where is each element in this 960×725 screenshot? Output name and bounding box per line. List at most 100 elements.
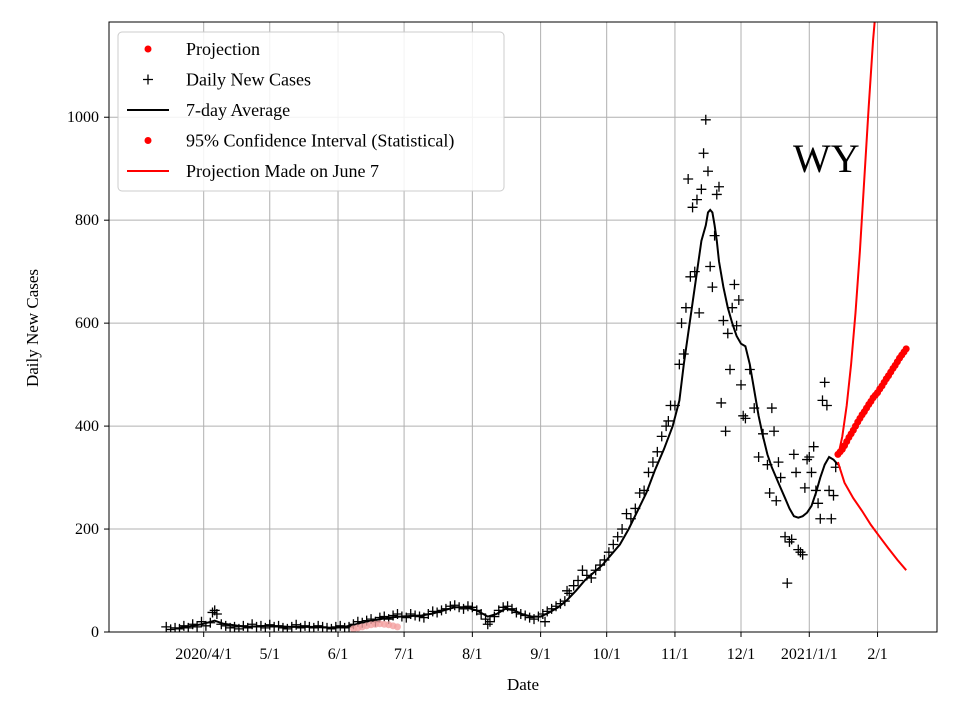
legend-item-projection: Projection — [144, 39, 260, 59]
legend-label: Daily New Cases — [186, 70, 311, 90]
legend-label: 95% Confidence Interval (Statistical) — [186, 131, 454, 152]
case-point — [643, 467, 654, 478]
case-point — [617, 524, 628, 535]
line-7-day-average — [179, 208, 839, 629]
case-point — [828, 490, 839, 501]
case-point — [335, 620, 346, 631]
y-tick-label: 400 — [75, 418, 99, 435]
y-axis-label: Daily New Cases — [23, 269, 42, 387]
x-tick-label: 2020/4/1 — [175, 646, 232, 663]
case-point — [729, 279, 740, 290]
legend-label: 7-day Average — [186, 100, 290, 120]
case-point — [716, 397, 727, 408]
case-point — [577, 565, 588, 576]
case-point — [736, 379, 747, 390]
case-point — [687, 202, 698, 213]
case-point — [713, 181, 724, 192]
case-point — [689, 266, 700, 277]
legend-label: Projection Made on June 7 — [186, 161, 379, 181]
x-axis-label: Date — [507, 675, 539, 694]
case-point — [621, 508, 632, 519]
case-point — [313, 620, 324, 631]
case-point — [753, 451, 764, 462]
y-tick-label: 600 — [75, 315, 99, 332]
case-point — [702, 166, 713, 177]
case-point — [826, 513, 837, 524]
case-point — [698, 148, 709, 159]
line-95-confidence-interval-statistical-upper — [836, 22, 876, 458]
case-point — [806, 467, 817, 478]
x-tick-label: 12/1 — [727, 646, 755, 663]
case-point — [797, 549, 808, 560]
case-point — [725, 364, 735, 375]
line-95-confidence-interval-statistical-lower — [836, 461, 907, 571]
case-point — [656, 431, 667, 442]
case-point — [161, 621, 172, 632]
legend-item-projection-made-on-june-7: Projection Made on June 7 — [127, 161, 379, 181]
case-point — [700, 114, 711, 125]
plot-frame — [108, 21, 938, 633]
case-point — [683, 174, 694, 185]
case-point — [568, 580, 579, 591]
case-point — [802, 454, 813, 465]
x-tick-label: 8/1 — [462, 646, 482, 663]
case-point — [696, 184, 707, 195]
case-point — [722, 328, 733, 339]
case-point — [804, 451, 815, 462]
x-tick-label: 6/1 — [328, 646, 348, 663]
case-point — [170, 622, 181, 632]
case-point — [282, 623, 293, 632]
case-point — [661, 421, 672, 432]
case-point — [771, 495, 782, 506]
series-95-confidence-interval-statistical-upper — [836, 22, 876, 458]
case-point — [824, 485, 835, 496]
case-point — [608, 539, 619, 550]
case-point — [388, 610, 399, 621]
y-tick-label: 800 — [75, 212, 99, 229]
case-point — [484, 616, 495, 627]
x-tick-label: 2/1 — [867, 646, 887, 663]
legend-plus-marker — [143, 74, 153, 85]
case-point — [795, 547, 806, 558]
x-tick-label: 5/1 — [260, 646, 280, 663]
case-point — [676, 318, 687, 329]
case-point — [220, 620, 231, 631]
case-point — [647, 457, 658, 468]
case-point — [740, 413, 751, 424]
case-point — [326, 623, 337, 632]
case-point — [277, 622, 288, 632]
case-point — [562, 585, 573, 596]
case-point — [540, 616, 551, 627]
legend-item-daily-new-cases: Daily New Cases — [143, 70, 311, 90]
case-point — [427, 606, 438, 617]
case-point — [764, 488, 775, 499]
x-tick-label: 11/1 — [661, 646, 689, 663]
case-point — [674, 359, 685, 370]
june-projection-point — [393, 623, 401, 631]
y-tick-label: 1000 — [67, 109, 99, 126]
case-point — [808, 441, 819, 452]
legend-item-95-confidence-interval-statistical: 95% Confidence Interval (Statistical) — [144, 131, 454, 152]
case-point — [786, 534, 797, 545]
case-point — [634, 488, 645, 499]
series-projection-made-on-june-7 — [349, 620, 401, 632]
case-point — [821, 400, 832, 411]
case-point — [813, 498, 824, 509]
case-point — [769, 426, 780, 437]
case-point — [784, 536, 795, 547]
series-7-day-average — [179, 208, 839, 629]
case-point — [612, 531, 623, 542]
x-tick-label: 2021/1/1 — [781, 646, 838, 663]
case-point — [482, 619, 493, 630]
case-point — [379, 611, 390, 622]
case-point — [766, 403, 777, 414]
case-point — [773, 457, 784, 468]
y-tick-label: 200 — [75, 521, 99, 538]
case-point — [685, 271, 696, 282]
case-point — [207, 607, 218, 618]
case-point — [718, 315, 729, 326]
case-point — [165, 624, 176, 632]
case-point — [299, 620, 310, 631]
